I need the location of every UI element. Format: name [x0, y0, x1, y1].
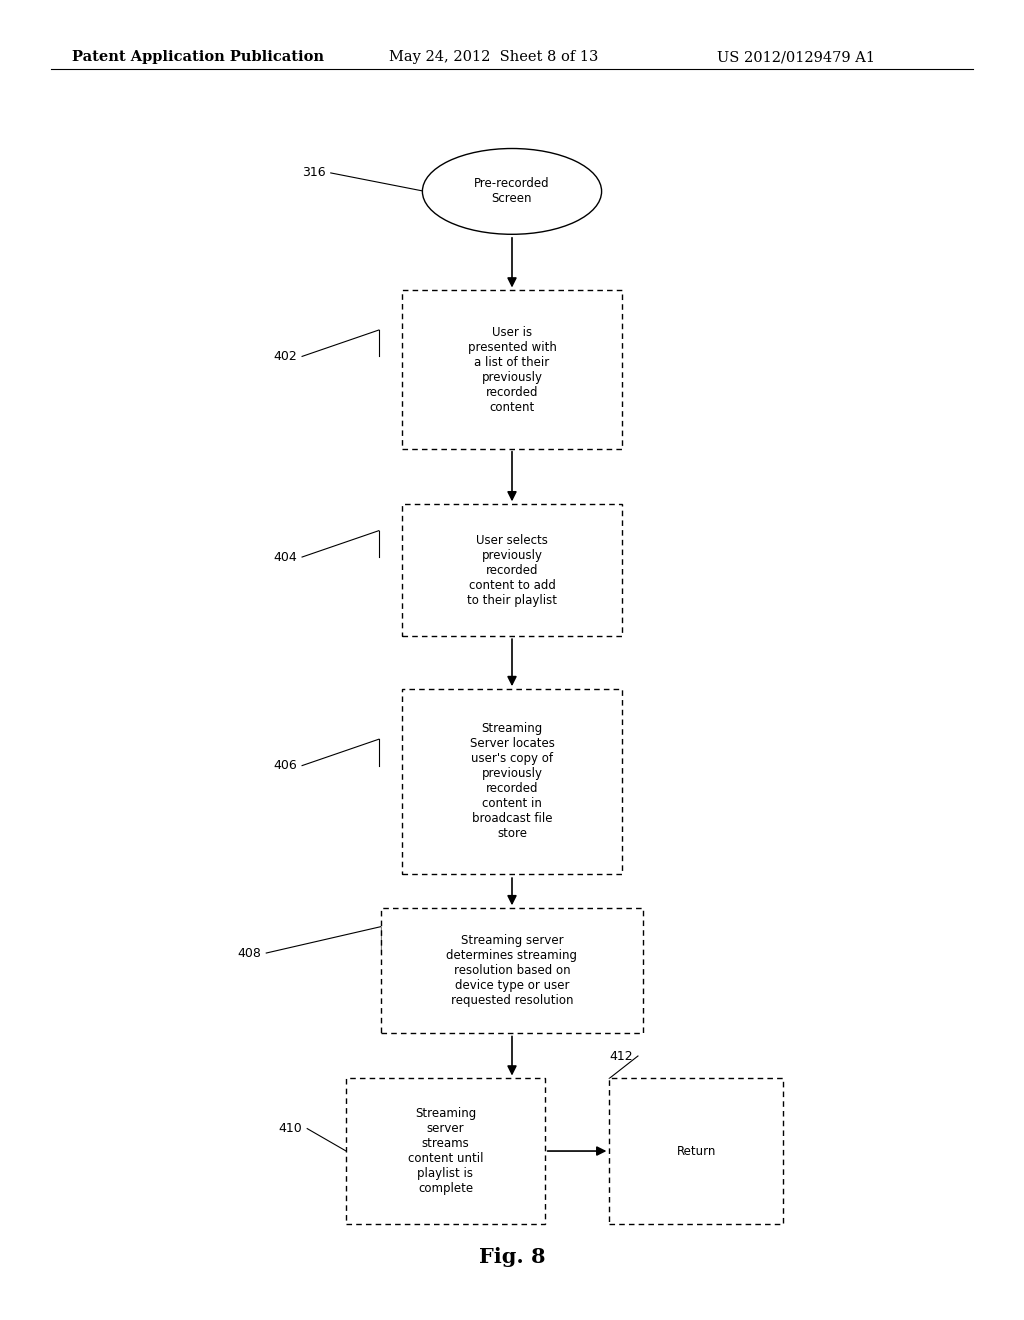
- Text: 408: 408: [238, 946, 261, 960]
- Text: 412: 412: [609, 1049, 633, 1063]
- FancyBboxPatch shape: [401, 290, 623, 449]
- Text: 316: 316: [302, 166, 326, 180]
- Text: User selects
previously
recorded
content to add
to their playlist: User selects previously recorded content…: [467, 533, 557, 607]
- Text: User is
presented with
a list of their
previously
recorded
content: User is presented with a list of their p…: [468, 326, 556, 413]
- FancyBboxPatch shape: [346, 1078, 545, 1224]
- FancyBboxPatch shape: [401, 689, 623, 874]
- Text: 410: 410: [279, 1122, 302, 1135]
- Text: Streaming
Server locates
user's copy of
previously
recorded
content in
broadcast: Streaming Server locates user's copy of …: [470, 722, 554, 841]
- Text: US 2012/0129479 A1: US 2012/0129479 A1: [717, 50, 874, 65]
- Text: May 24, 2012  Sheet 8 of 13: May 24, 2012 Sheet 8 of 13: [389, 50, 598, 65]
- Text: 406: 406: [273, 759, 297, 772]
- Text: Streaming server
determines streaming
resolution based on
device type or user
re: Streaming server determines streaming re…: [446, 933, 578, 1007]
- Text: Fig. 8: Fig. 8: [479, 1246, 545, 1267]
- Text: Return: Return: [677, 1144, 716, 1158]
- FancyBboxPatch shape: [401, 504, 623, 636]
- Text: Pre-recorded
Screen: Pre-recorded Screen: [474, 177, 550, 206]
- Text: Streaming
server
streams
content until
playlist is
complete: Streaming server streams content until p…: [408, 1107, 483, 1195]
- Text: 404: 404: [273, 550, 297, 564]
- Ellipse shape: [422, 149, 602, 235]
- FancyBboxPatch shape: [381, 908, 643, 1032]
- Text: Patent Application Publication: Patent Application Publication: [72, 50, 324, 65]
- FancyBboxPatch shape: [609, 1078, 783, 1224]
- Text: 402: 402: [273, 350, 297, 363]
